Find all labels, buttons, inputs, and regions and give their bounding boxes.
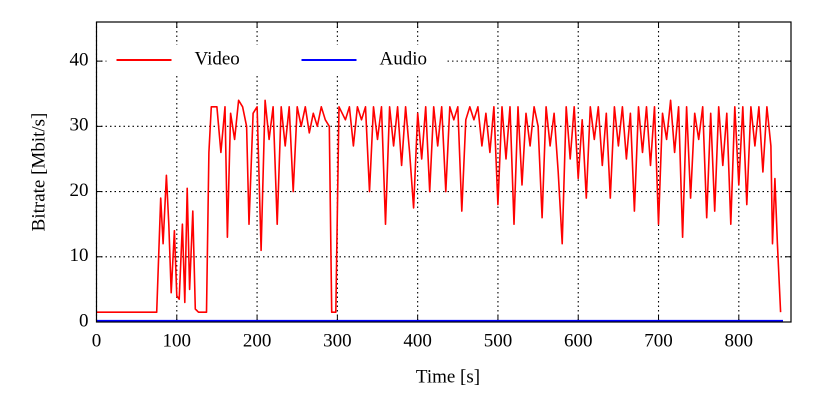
x-tick-label: 500 — [484, 330, 513, 351]
x-tick-label: 800 — [725, 330, 754, 351]
y-tick-label: 0 — [79, 310, 89, 331]
x-tick-label: 0 — [92, 330, 102, 351]
y-tick-label: 30 — [70, 115, 89, 136]
x-tick-label: 100 — [163, 330, 192, 351]
y-tick-label: 10 — [70, 245, 89, 266]
x-tick-label: 200 — [243, 330, 272, 351]
y-axis-label: Bitrate [Mbit/s] — [28, 113, 49, 232]
legend-label: Video — [195, 48, 240, 69]
x-tick-label: 700 — [644, 330, 673, 351]
legend-label: Audio — [380, 48, 428, 69]
x-tick-label: 600 — [564, 330, 593, 351]
x-tick-label: 400 — [403, 330, 432, 351]
y-tick-label: 20 — [70, 180, 89, 201]
y-tick-label: 40 — [70, 49, 89, 70]
x-axis-label: Time [s] — [416, 366, 480, 387]
plot-frame — [95, 21, 792, 323]
series-line — [96, 99, 782, 313]
x-tick-label: 300 — [323, 330, 352, 351]
